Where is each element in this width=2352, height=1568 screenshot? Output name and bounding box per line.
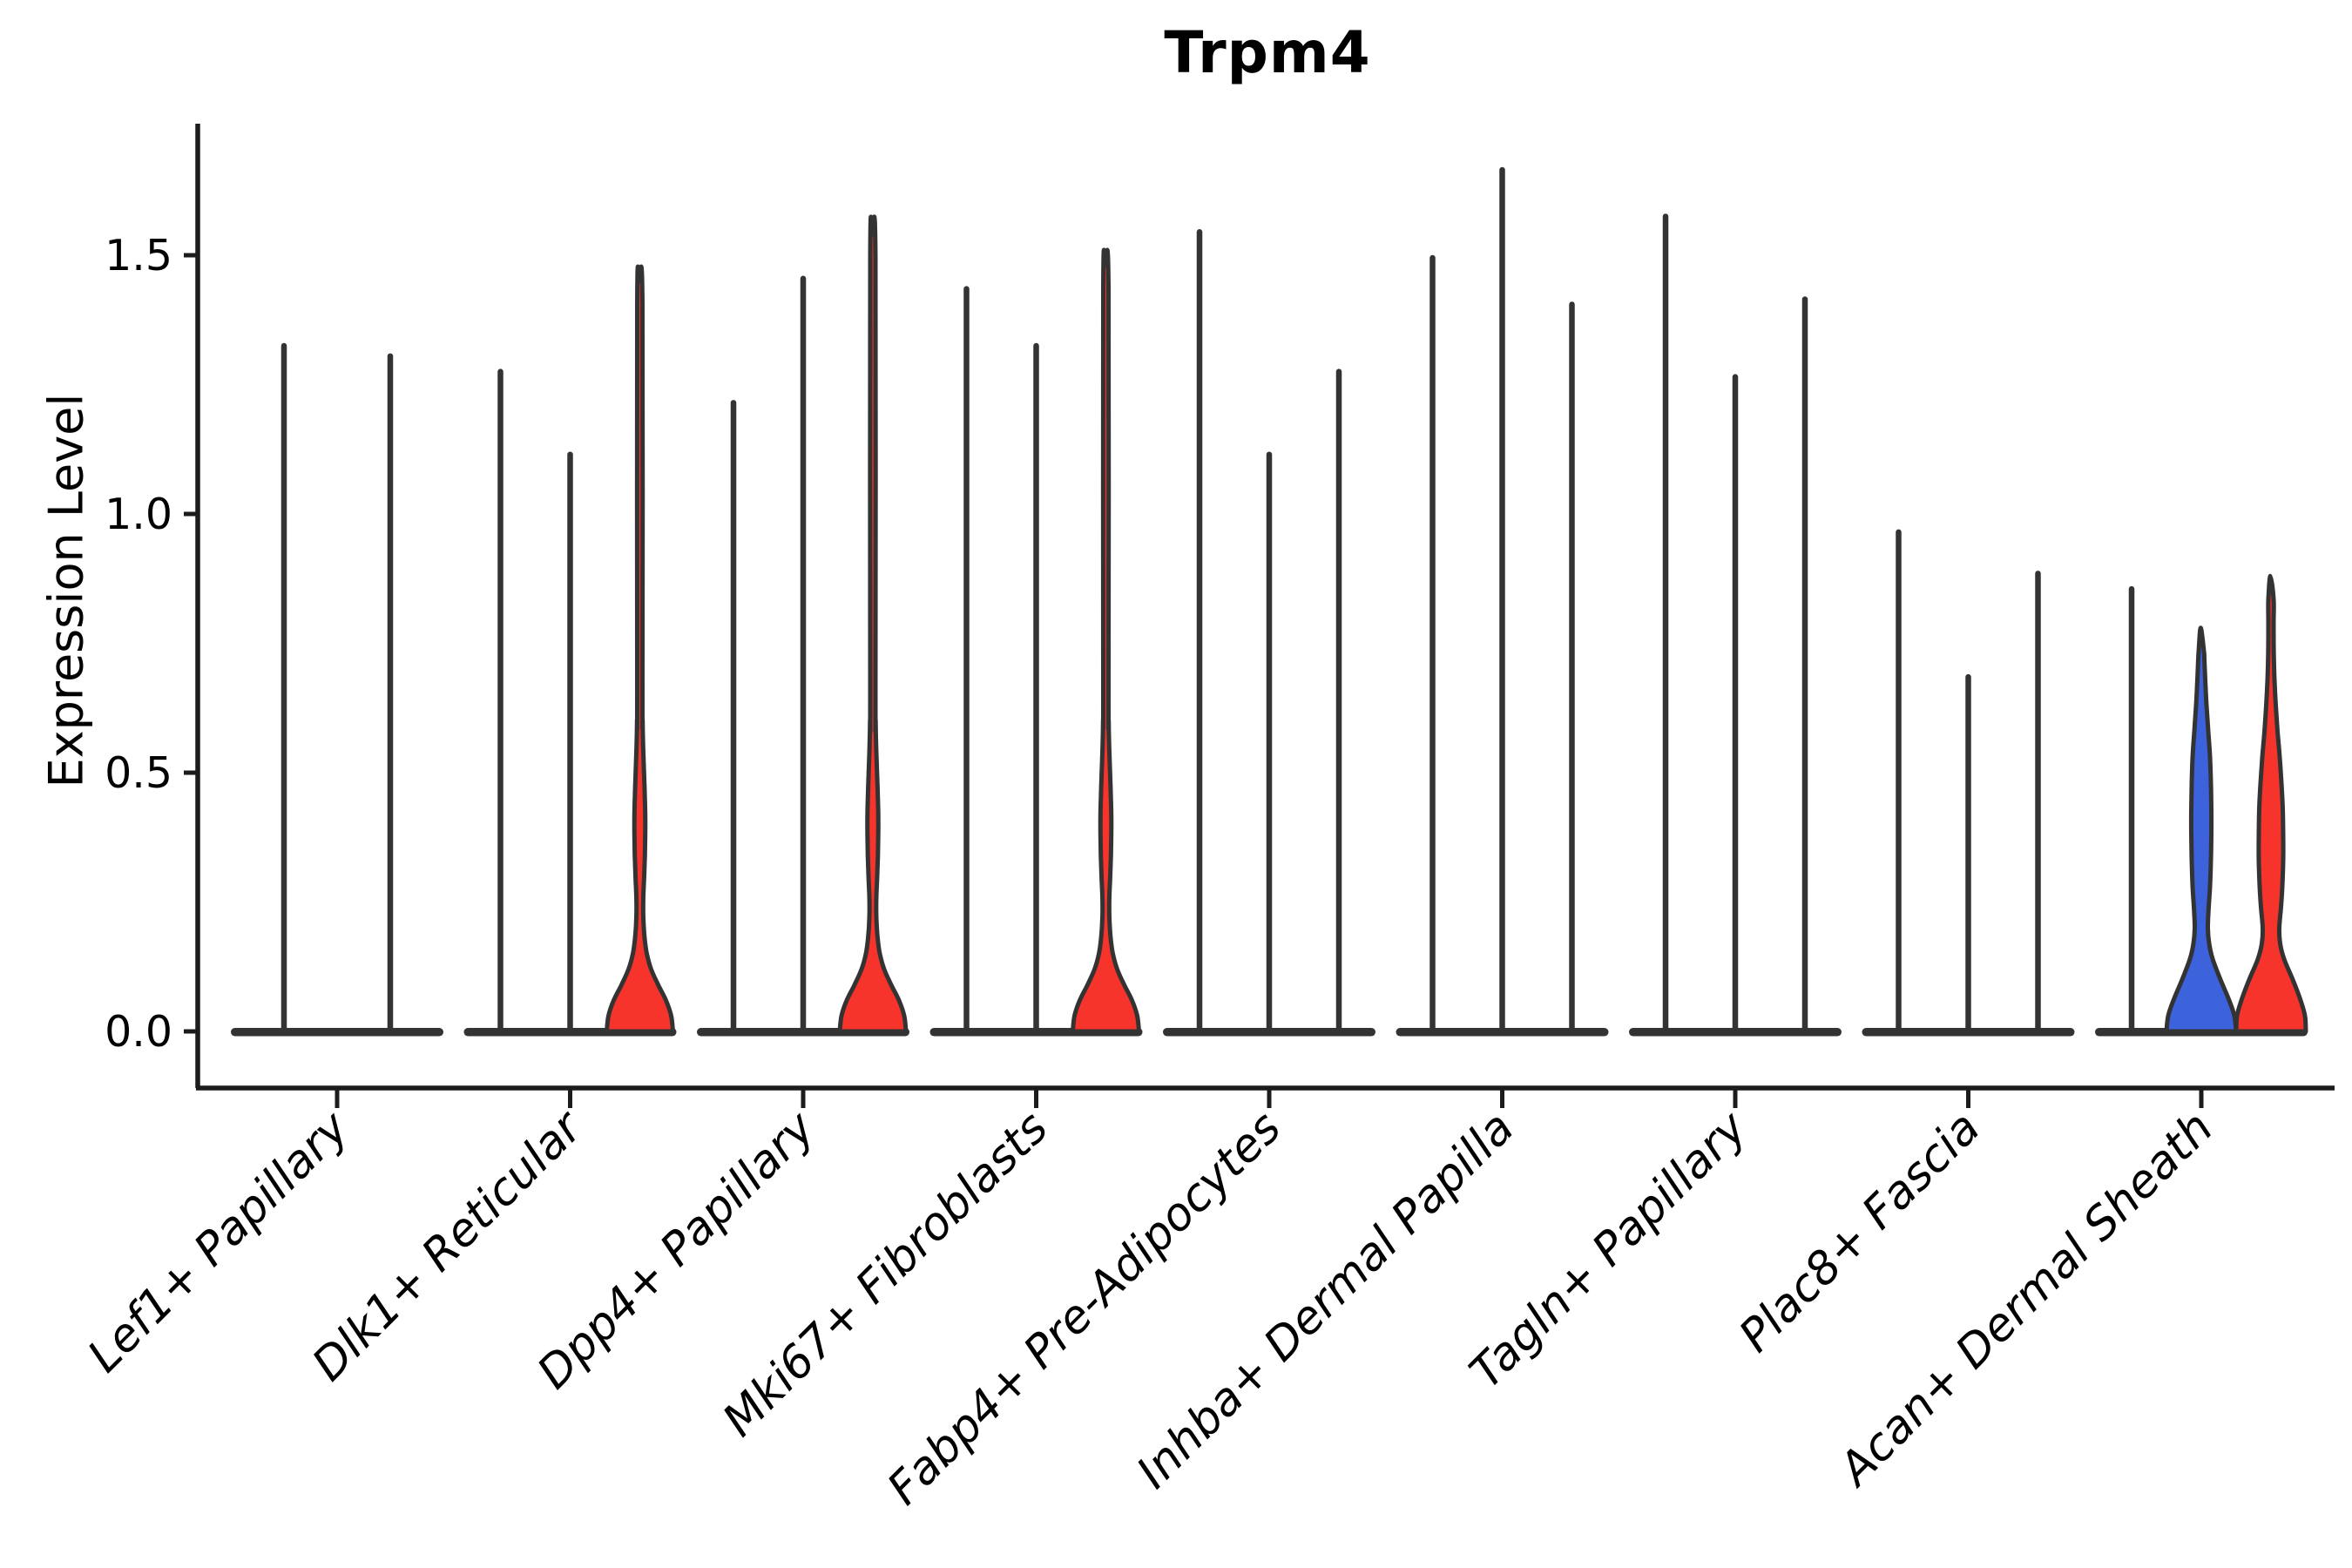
- violin-body-g9-v3: [2234, 573, 2308, 1034]
- x-tick-label: Inhba+ Dermal Papilla: [1127, 1102, 1524, 1499]
- chart-title: Trpm4: [1164, 19, 1371, 86]
- violin-body-g2-v3: [605, 264, 675, 1034]
- y-tick-label: 0.5: [105, 748, 172, 798]
- y-tick-label: 1.5: [105, 231, 172, 280]
- x-tick-label: Plac8+ Fascia: [1729, 1102, 1990, 1362]
- violin-body-g3-v3: [837, 214, 909, 1034]
- violin-body-g9-v2: [2164, 625, 2239, 1034]
- y-tick-label: 1.0: [105, 490, 172, 539]
- x-tick-label: Fabp4+ Pre-Adipocytes: [878, 1102, 1292, 1516]
- y-tick-label: 0.0: [105, 1007, 172, 1057]
- x-tick-label: Acan+ Dermal Sheath: [1828, 1102, 2223, 1497]
- violin-body-g4-v3: [1071, 247, 1141, 1034]
- group-baseline: [231, 1028, 443, 1037]
